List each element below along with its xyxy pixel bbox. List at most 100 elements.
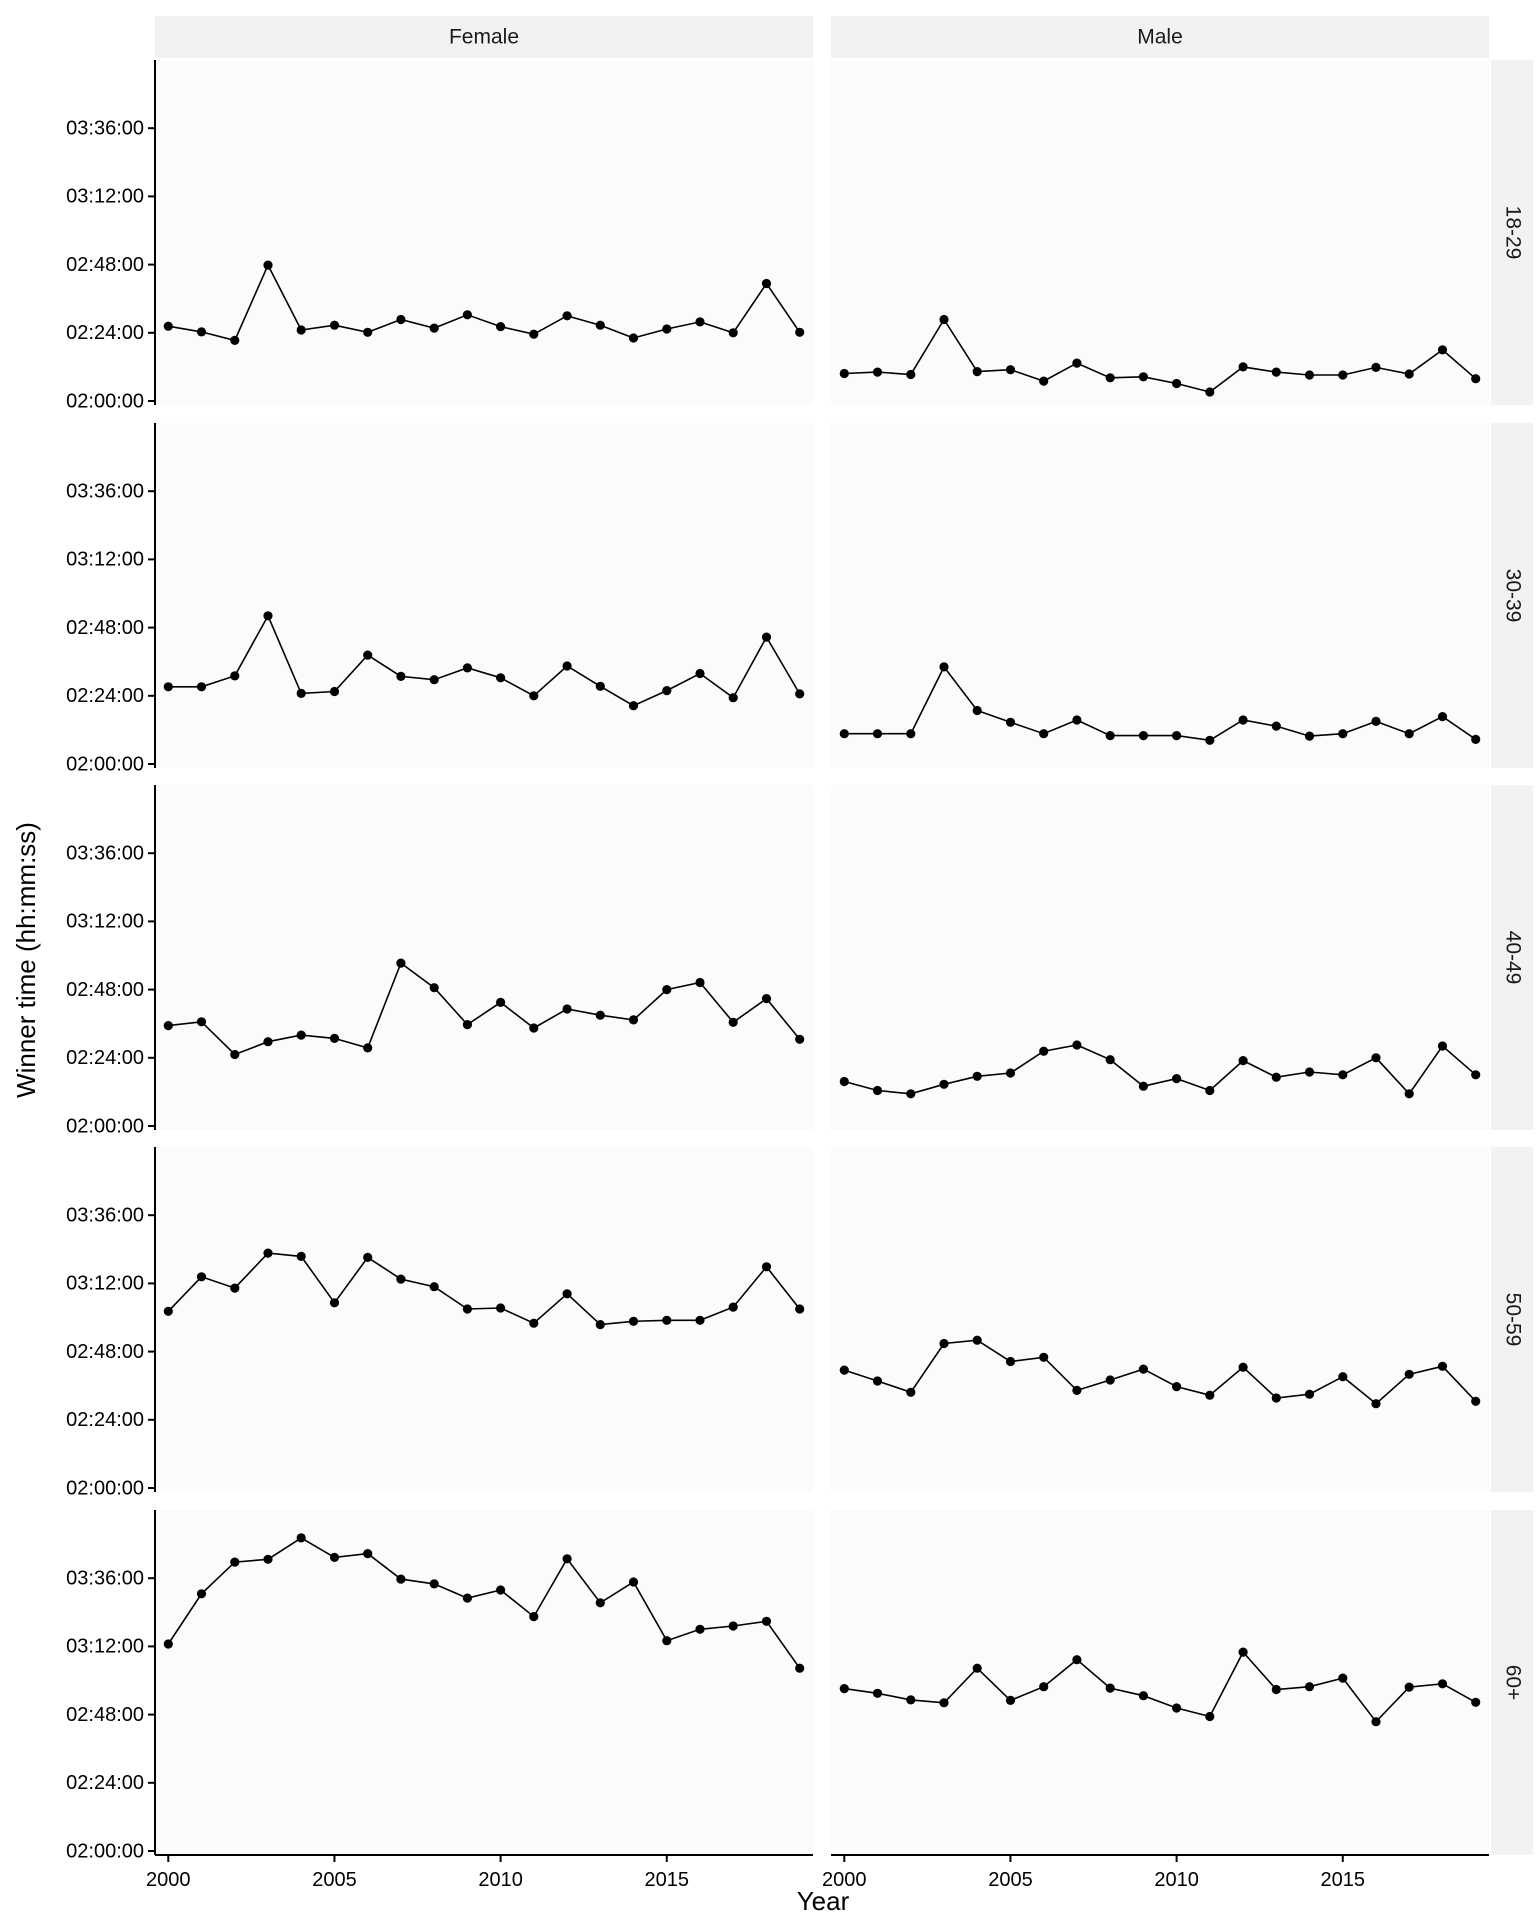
y-tick-label: 03:36:00	[66, 117, 144, 139]
y-tick-label: 02:00:00	[66, 390, 144, 412]
data-point	[1138, 1364, 1148, 1374]
panel-background	[831, 785, 1489, 1130]
data-point	[595, 1010, 605, 1020]
data-point	[906, 1387, 916, 1397]
data-point	[972, 1071, 982, 1081]
series-line	[168, 613, 801, 707]
data-point	[761, 994, 772, 1004]
y-tick-label: 02:00:00	[66, 1840, 144, 1862]
data-point	[1471, 1070, 1481, 1080]
y-tick-label: 03:12:00	[66, 1273, 144, 1295]
data-point	[230, 671, 240, 681]
data-point	[529, 329, 539, 339]
data-point	[628, 333, 639, 343]
data-point	[1205, 1085, 1215, 1096]
data-point	[1238, 715, 1248, 725]
data-point	[939, 1338, 949, 1349]
data-point	[1072, 1655, 1082, 1665]
series-line	[167, 1536, 801, 1669]
data-point	[1039, 729, 1049, 739]
data-point	[429, 323, 439, 333]
facet-panels	[155, 60, 1489, 1855]
data-point	[972, 705, 982, 716]
data-point	[496, 322, 506, 332]
data-point	[1039, 1682, 1049, 1692]
data-point	[1138, 372, 1148, 382]
data-point	[1072, 1040, 1082, 1050]
data-point	[496, 997, 506, 1008]
data-point	[1404, 1369, 1414, 1379]
data-point	[872, 1376, 883, 1386]
row-strip-label: 60+	[1501, 1665, 1524, 1701]
series-line	[168, 961, 801, 1056]
data-point	[1271, 1072, 1281, 1082]
data-point	[329, 1298, 340, 1308]
data-point	[1304, 1389, 1315, 1399]
data-point	[1371, 716, 1381, 727]
data-point	[761, 1262, 772, 1272]
series-female-50-59	[163, 1248, 805, 1330]
row-strip-bg	[1491, 60, 1533, 405]
series-female-30-39	[163, 611, 805, 711]
data-point	[1338, 729, 1348, 739]
data-point	[761, 1616, 772, 1626]
column-strip-label: Female	[449, 26, 519, 49]
data-point	[263, 1037, 273, 1047]
data-point	[1271, 1393, 1281, 1403]
data-point	[695, 1624, 705, 1634]
data-point	[662, 1636, 672, 1646]
data-point	[462, 1304, 472, 1314]
data-point	[872, 1688, 883, 1698]
data-point	[263, 1554, 273, 1564]
data-point	[363, 1549, 373, 1559]
data-point	[429, 983, 439, 993]
data-point	[906, 729, 916, 739]
data-point	[196, 1589, 207, 1599]
data-point	[972, 1663, 982, 1673]
row-strip-bg	[1491, 423, 1533, 768]
data-point	[839, 1684, 849, 1694]
data-point	[1205, 1390, 1215, 1400]
data-point	[230, 1283, 240, 1293]
data-point	[1005, 365, 1016, 375]
y-tick-label: 02:24:00	[66, 1772, 144, 1794]
y-tick-label: 03:12:00	[66, 1636, 144, 1658]
x-tick-label: 2000	[146, 1869, 191, 1891]
data-point	[1304, 1682, 1315, 1692]
data-point	[906, 369, 916, 380]
data-point	[1437, 1679, 1448, 1689]
data-point	[1371, 362, 1381, 372]
data-point	[1205, 735, 1215, 745]
data-point	[1039, 1046, 1049, 1056]
column-strip-label: Male	[1137, 26, 1183, 49]
data-point	[872, 1085, 883, 1096]
data-point	[396, 1274, 406, 1284]
data-point	[939, 662, 949, 672]
data-point	[529, 1318, 539, 1328]
data-point	[196, 1272, 207, 1282]
data-point	[939, 314, 949, 325]
data-point	[363, 650, 373, 660]
data-point	[795, 1304, 805, 1314]
data-point	[1005, 717, 1016, 727]
data-point	[462, 1020, 472, 1030]
y-tick-label: 02:24:00	[66, 685, 144, 707]
data-point	[1471, 374, 1481, 384]
data-point	[462, 1593, 472, 1603]
x-tick-label: 2015	[645, 1869, 690, 1891]
series-female-18-29	[163, 260, 805, 345]
series-line	[844, 317, 1477, 393]
panel-background	[831, 1510, 1489, 1855]
data-point	[595, 681, 605, 691]
data-point	[1437, 1361, 1448, 1371]
data-point	[1172, 1074, 1182, 1084]
data-point	[329, 1033, 340, 1043]
y-tick-label: 02:00:00	[66, 1477, 144, 1499]
data-point	[939, 1079, 949, 1089]
row-strip-label: 30-39	[1501, 569, 1524, 623]
data-point	[163, 1021, 173, 1031]
data-point	[1105, 1375, 1115, 1385]
series-male-30-39	[839, 662, 1481, 745]
data-point	[496, 1303, 506, 1313]
series-line	[844, 665, 1477, 742]
